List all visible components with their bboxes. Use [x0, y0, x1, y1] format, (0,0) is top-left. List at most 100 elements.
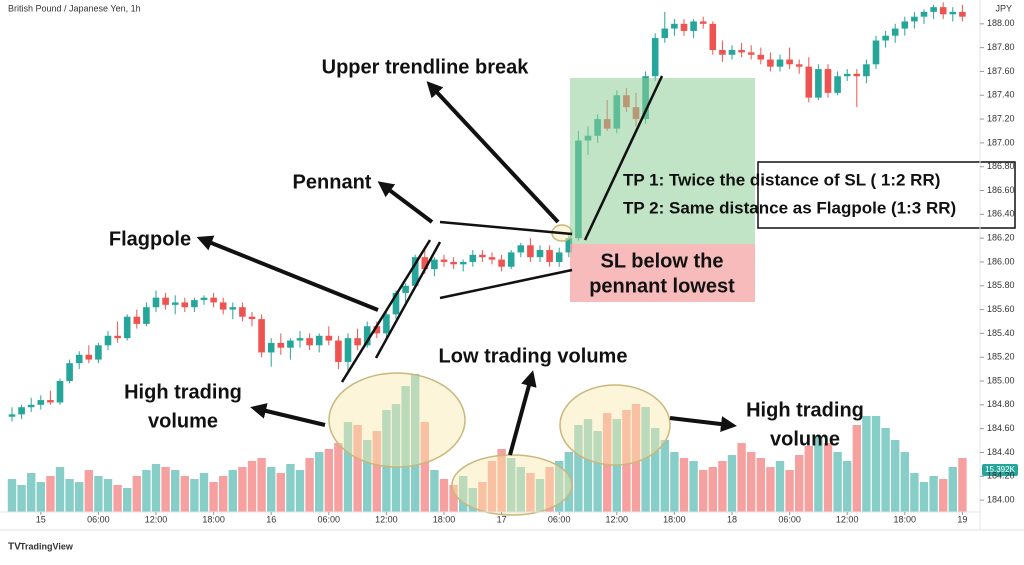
candle-body: [498, 259, 505, 267]
candle-body: [863, 64, 870, 77]
volume-bar: [507, 458, 516, 512]
volume-bar: [391, 404, 401, 512]
candle-body: [949, 11, 957, 15]
volume-bar: [497, 449, 506, 512]
candle-body: [181, 302, 189, 308]
candle-body: [287, 340, 294, 348]
candle-body: [479, 254, 486, 258]
candle-body: [267, 342, 275, 353]
candle-body: [344, 338, 352, 362]
arrow: [196, 235, 379, 312]
volume-bar: [94, 476, 103, 512]
candle-body: [47, 400, 54, 403]
candle-body: [114, 335, 121, 339]
volume-bar: [795, 455, 804, 512]
volume-bar: [651, 428, 660, 512]
volume-bar: [84, 470, 93, 512]
arrow: [508, 370, 537, 456]
volume-bar: [910, 473, 919, 512]
candle-body: [373, 326, 381, 334]
candle-body: [680, 23, 688, 31]
candle-body: [901, 21, 909, 29]
y-tick-label: 187.60: [987, 66, 1015, 76]
volume-bar: [267, 467, 276, 512]
volume-bar: [382, 410, 391, 512]
candle-body: [786, 59, 793, 65]
volume-bar: [65, 479, 74, 512]
annotation: Low trading volume: [439, 345, 628, 367]
y-tick-label: 185.20: [987, 352, 1015, 362]
volume-bar: [27, 473, 36, 512]
volume-bar: [305, 458, 314, 512]
y-tick-label: 185.40: [987, 328, 1015, 338]
annotation: Pennant: [293, 171, 372, 193]
candle-body: [546, 250, 553, 262]
candle-body: [450, 261, 457, 265]
volume-bar: [641, 407, 650, 512]
candle-body: [815, 69, 822, 98]
candle-body: [363, 326, 371, 346]
candle-body: [795, 64, 803, 67]
candle-body: [402, 285, 409, 293]
volume-bar: [631, 404, 641, 512]
volume-bar: [363, 440, 372, 512]
volume-bar: [190, 479, 199, 512]
candle-body: [719, 50, 726, 55]
candle-body: [747, 52, 755, 55]
volume-bar: [814, 437, 823, 512]
volume-bar: [564, 452, 573, 512]
candle-body: [882, 35, 889, 41]
y-tick-label: 184.00: [987, 494, 1015, 504]
sl-text: pennant lowest: [589, 275, 735, 297]
volume-bar: [487, 461, 497, 512]
volume-bar: [36, 482, 45, 512]
volume-bar: [411, 374, 420, 512]
volume-bar: [123, 488, 132, 512]
volume-bar: [843, 461, 852, 512]
volume-bar: [785, 470, 794, 512]
candle-body: [507, 252, 515, 267]
volume-bar: [891, 440, 900, 512]
volume-bar: [180, 476, 189, 512]
volume-bar: [228, 470, 237, 512]
footer-logo: TradingView: [20, 541, 74, 551]
x-tick-label: 18: [727, 514, 737, 524]
annotation: High trading: [124, 381, 242, 403]
volume-bar: [555, 461, 564, 512]
volume-bar: [535, 479, 545, 512]
y-tick-label: 187.80: [987, 42, 1015, 52]
arrow: [250, 403, 326, 427]
volume-bar: [881, 428, 890, 512]
candle-body: [872, 40, 880, 65]
x-tick-label: 18:00: [202, 514, 225, 524]
candle-body: [834, 76, 841, 93]
x-tick-label: 06:00: [318, 514, 341, 524]
volume-bar: [833, 452, 842, 512]
x-tick-label: 15: [36, 514, 46, 524]
volume-bar: [420, 422, 429, 512]
candle-body: [248, 316, 256, 320]
candle-body: [431, 259, 438, 270]
candle-body: [555, 252, 563, 262]
tp-zone: [570, 78, 755, 244]
volume-bar: [871, 416, 881, 512]
candle-body: [325, 335, 333, 341]
arrows: [196, 81, 737, 456]
volume-bar: [113, 485, 122, 512]
x-tick-label: 18:00: [894, 514, 917, 524]
volume-bar: [747, 452, 756, 512]
volume-bar: [439, 479, 449, 512]
annotation: High trading: [746, 399, 864, 421]
candle-body: [191, 300, 198, 308]
arrow: [377, 181, 434, 224]
candle-body: [527, 245, 534, 258]
candle-body: [85, 354, 93, 360]
y-tick-label: 186.00: [987, 256, 1015, 266]
volume-bar: [372, 431, 381, 512]
candle-body: [517, 245, 525, 253]
tp-text: TP 1: Twice the distance of SL ( 1:2 RR): [623, 170, 940, 189]
candle-body: [315, 335, 323, 346]
ellipse: [559, 384, 671, 466]
volume-bar: [775, 461, 785, 512]
y-tick-label: 185.00: [987, 375, 1015, 385]
